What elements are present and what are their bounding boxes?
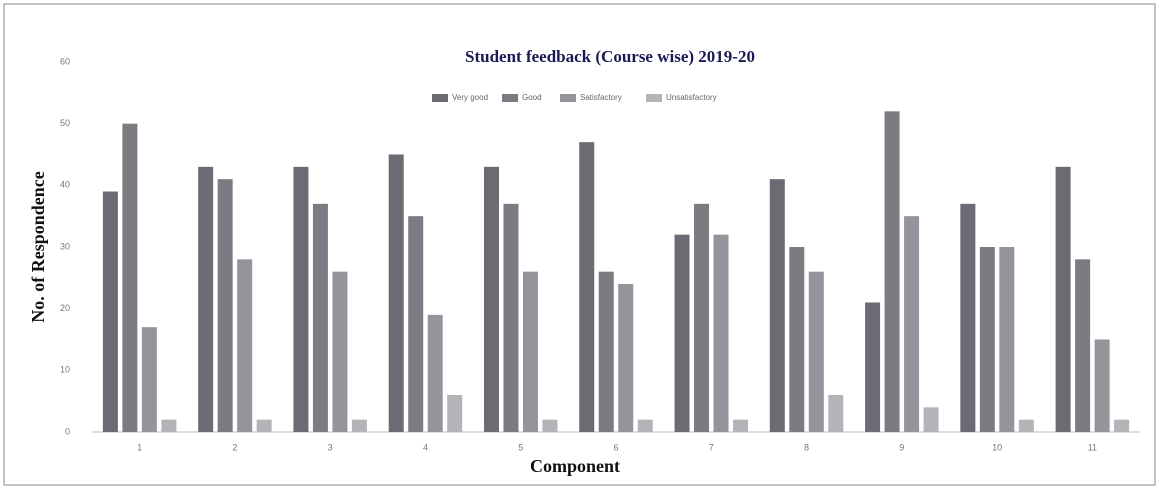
y-tick-label: 0 (65, 426, 70, 436)
x-tick-label: 11 (1088, 442, 1097, 452)
bar (332, 271, 348, 432)
legend-label: Good (522, 93, 542, 102)
bar (522, 271, 538, 432)
chart-title: Student feedback (Course wise) 2019-20 (465, 47, 755, 66)
bar (217, 179, 233, 432)
bar (904, 216, 920, 432)
legend-swatch (646, 94, 662, 102)
bar (865, 302, 881, 432)
x-tick-label: 1 (137, 442, 142, 452)
bar (579, 142, 595, 432)
x-tick-label: 6 (613, 442, 618, 452)
bar (808, 271, 824, 432)
y-tick-label: 40 (60, 180, 70, 190)
y-axis-label: No. of Respondence (28, 171, 48, 323)
x-tick-label: 5 (518, 442, 523, 452)
bar (828, 395, 844, 432)
bar (503, 203, 519, 432)
y-tick-label: 60 (60, 56, 70, 66)
bar (102, 191, 118, 432)
x-tick-label: 4 (423, 442, 428, 452)
bar (1075, 259, 1091, 432)
x-tick-label: 10 (992, 442, 1002, 452)
bar (884, 111, 900, 432)
y-tick-label: 30 (60, 241, 70, 251)
bar (312, 203, 328, 432)
bar (141, 327, 157, 432)
y-tick-label: 20 (60, 303, 70, 313)
bar (1055, 166, 1071, 433)
bar (427, 314, 443, 432)
bar (618, 284, 634, 432)
bar (1094, 339, 1110, 432)
bar (923, 407, 939, 432)
x-axis-label: Component (530, 456, 620, 476)
bar (293, 166, 309, 433)
bar (161, 419, 177, 432)
x-tick-label: 8 (804, 442, 809, 452)
bar (979, 247, 995, 432)
bar (713, 234, 729, 432)
bar (637, 419, 653, 432)
bar (542, 419, 558, 432)
bar (999, 247, 1015, 432)
legend-swatch (560, 94, 576, 102)
x-tick-label: 3 (328, 442, 333, 452)
bar (351, 419, 367, 432)
bar (256, 419, 272, 432)
y-tick-label: 10 (60, 365, 70, 375)
x-tick-label: 7 (709, 442, 714, 452)
legend-swatch (502, 94, 518, 102)
y-tick-label: 50 (60, 118, 70, 128)
bar (408, 216, 424, 432)
bar (198, 166, 214, 433)
bar (237, 259, 253, 432)
legend-swatch (432, 94, 448, 102)
bar (447, 395, 463, 432)
bar (733, 419, 749, 432)
bar (483, 166, 499, 433)
bar (769, 179, 785, 432)
bar (388, 154, 404, 432)
bar (789, 247, 805, 432)
legend-label: Very good (452, 93, 488, 102)
legend-label: Satisfactory (580, 93, 622, 102)
legend-label: Unsatisfactory (666, 93, 717, 102)
bar (694, 203, 710, 432)
bar (598, 271, 614, 432)
x-tick-label: 9 (899, 442, 904, 452)
x-tick-label: 2 (232, 442, 237, 452)
bar (960, 203, 976, 432)
bar (1018, 419, 1034, 432)
bar (674, 234, 690, 432)
bar (1114, 419, 1130, 432)
bar (122, 123, 138, 433)
